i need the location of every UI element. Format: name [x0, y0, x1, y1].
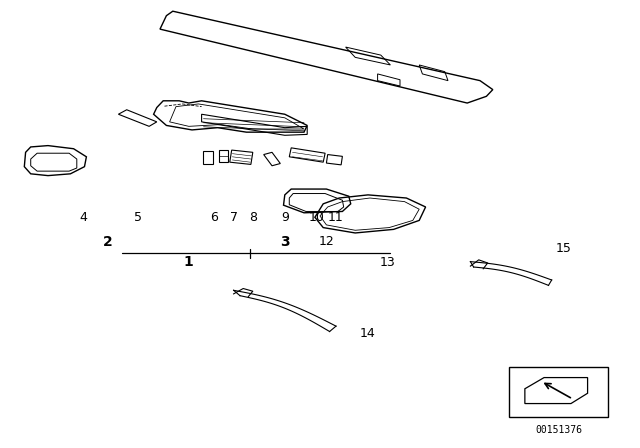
Text: 12: 12: [319, 235, 334, 249]
Text: 3: 3: [280, 235, 290, 249]
Text: 6: 6: [211, 211, 218, 224]
Text: 2: 2: [102, 235, 113, 249]
Text: 13: 13: [380, 255, 395, 269]
Text: 5: 5: [134, 211, 141, 224]
Text: 7: 7: [230, 211, 237, 224]
Text: 9: 9: [281, 211, 289, 224]
Text: 00151376: 00151376: [535, 425, 582, 435]
Text: 4: 4: [79, 211, 87, 224]
Text: 1: 1: [184, 255, 194, 269]
Text: 8: 8: [249, 211, 257, 224]
Polygon shape: [525, 378, 588, 404]
Text: 15: 15: [556, 242, 571, 255]
Text: 14: 14: [360, 327, 376, 340]
Text: 10: 10: [309, 211, 324, 224]
Text: 11: 11: [328, 211, 344, 224]
